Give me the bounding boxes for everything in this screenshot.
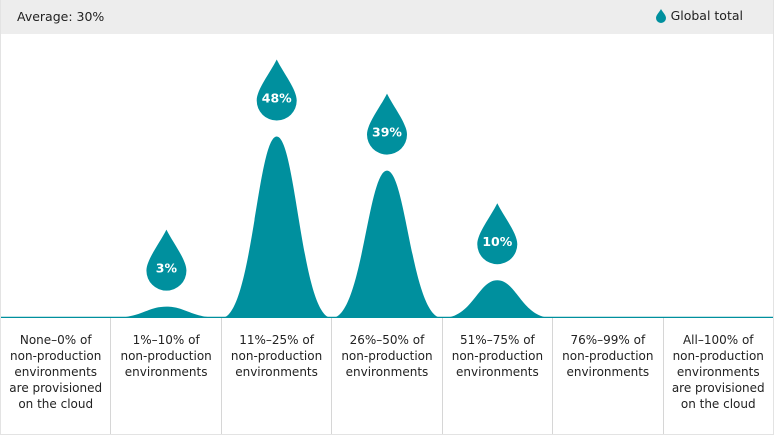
area-bump bbox=[111, 306, 222, 318]
category-label-line: None–0% of bbox=[19, 333, 92, 347]
drop-icon bbox=[655, 8, 666, 23]
category-label-line: 11%–25% of bbox=[239, 333, 314, 347]
category-label-line: All–100% of bbox=[682, 333, 754, 347]
average-label: Average: 30% bbox=[17, 9, 105, 24]
data-label: 39% bbox=[372, 125, 402, 140]
chart-header: Average: 30% Global total bbox=[1, 0, 773, 34]
category-label: 11%–25% of non-production environments bbox=[220, 318, 331, 434]
category-label-line: non-production bbox=[341, 349, 433, 363]
category-label-line: on the cloud bbox=[18, 397, 94, 411]
area-bump bbox=[221, 136, 332, 318]
area-bump bbox=[442, 280, 553, 318]
value-drop-marker bbox=[146, 229, 187, 291]
chart-plot: 3% 48% 39% 10% bbox=[1, 59, 773, 318]
area-bump bbox=[331, 170, 443, 318]
data-label: 48% bbox=[262, 91, 292, 106]
category-label-line: non-production bbox=[120, 349, 212, 363]
value-drop-marker bbox=[256, 59, 297, 121]
category-axis: None–0% of non-production environments are … bbox=[1, 318, 773, 434]
category-label: 1%–10% of non-production environments bbox=[110, 318, 220, 434]
category-label-line: environments bbox=[235, 365, 318, 379]
category-label-line: non-production bbox=[672, 349, 764, 363]
category-label-line: 76%–99% of bbox=[570, 333, 646, 347]
category-label-line: on the cloud bbox=[680, 397, 756, 411]
category-label-line: are provisioned bbox=[671, 381, 765, 395]
category-label-line: environments bbox=[345, 365, 429, 379]
category-label: All–100% of non-production environments are… bbox=[662, 318, 773, 434]
category-label-line: 1%–10% of bbox=[132, 333, 200, 347]
category-label: 51%–75% of non-production environments bbox=[441, 318, 552, 434]
category-label: 26%–50% of non-production environments bbox=[331, 318, 441, 434]
data-label: 10% bbox=[482, 234, 512, 249]
category-label-line: environments bbox=[456, 365, 539, 379]
category-label-line: environments bbox=[566, 365, 650, 379]
value-drop-marker bbox=[477, 203, 518, 265]
category-label-line: 26%–50% of bbox=[349, 333, 425, 347]
category-label-line: non-production bbox=[562, 349, 654, 363]
category-label-line: 51%–75% of bbox=[460, 333, 535, 347]
category-label-line: non-production bbox=[451, 349, 544, 363]
category-label: 76%–99% of non-production environments bbox=[552, 318, 662, 434]
category-label-line: environments bbox=[676, 365, 760, 379]
category-label-line: non-production bbox=[230, 349, 323, 363]
category-label-line: are provisioned bbox=[9, 381, 103, 395]
category-label-line: environments bbox=[14, 365, 98, 379]
category-label: None–0% of non-production environments are … bbox=[1, 318, 110, 434]
value-drop-marker bbox=[367, 93, 408, 155]
data-label: 3% bbox=[156, 261, 178, 276]
category-label-line: environments bbox=[124, 365, 208, 379]
category-label-line: non-production bbox=[10, 349, 102, 363]
legend-label: Global total bbox=[670, 8, 743, 23]
legend: Global total bbox=[655, 8, 743, 23]
